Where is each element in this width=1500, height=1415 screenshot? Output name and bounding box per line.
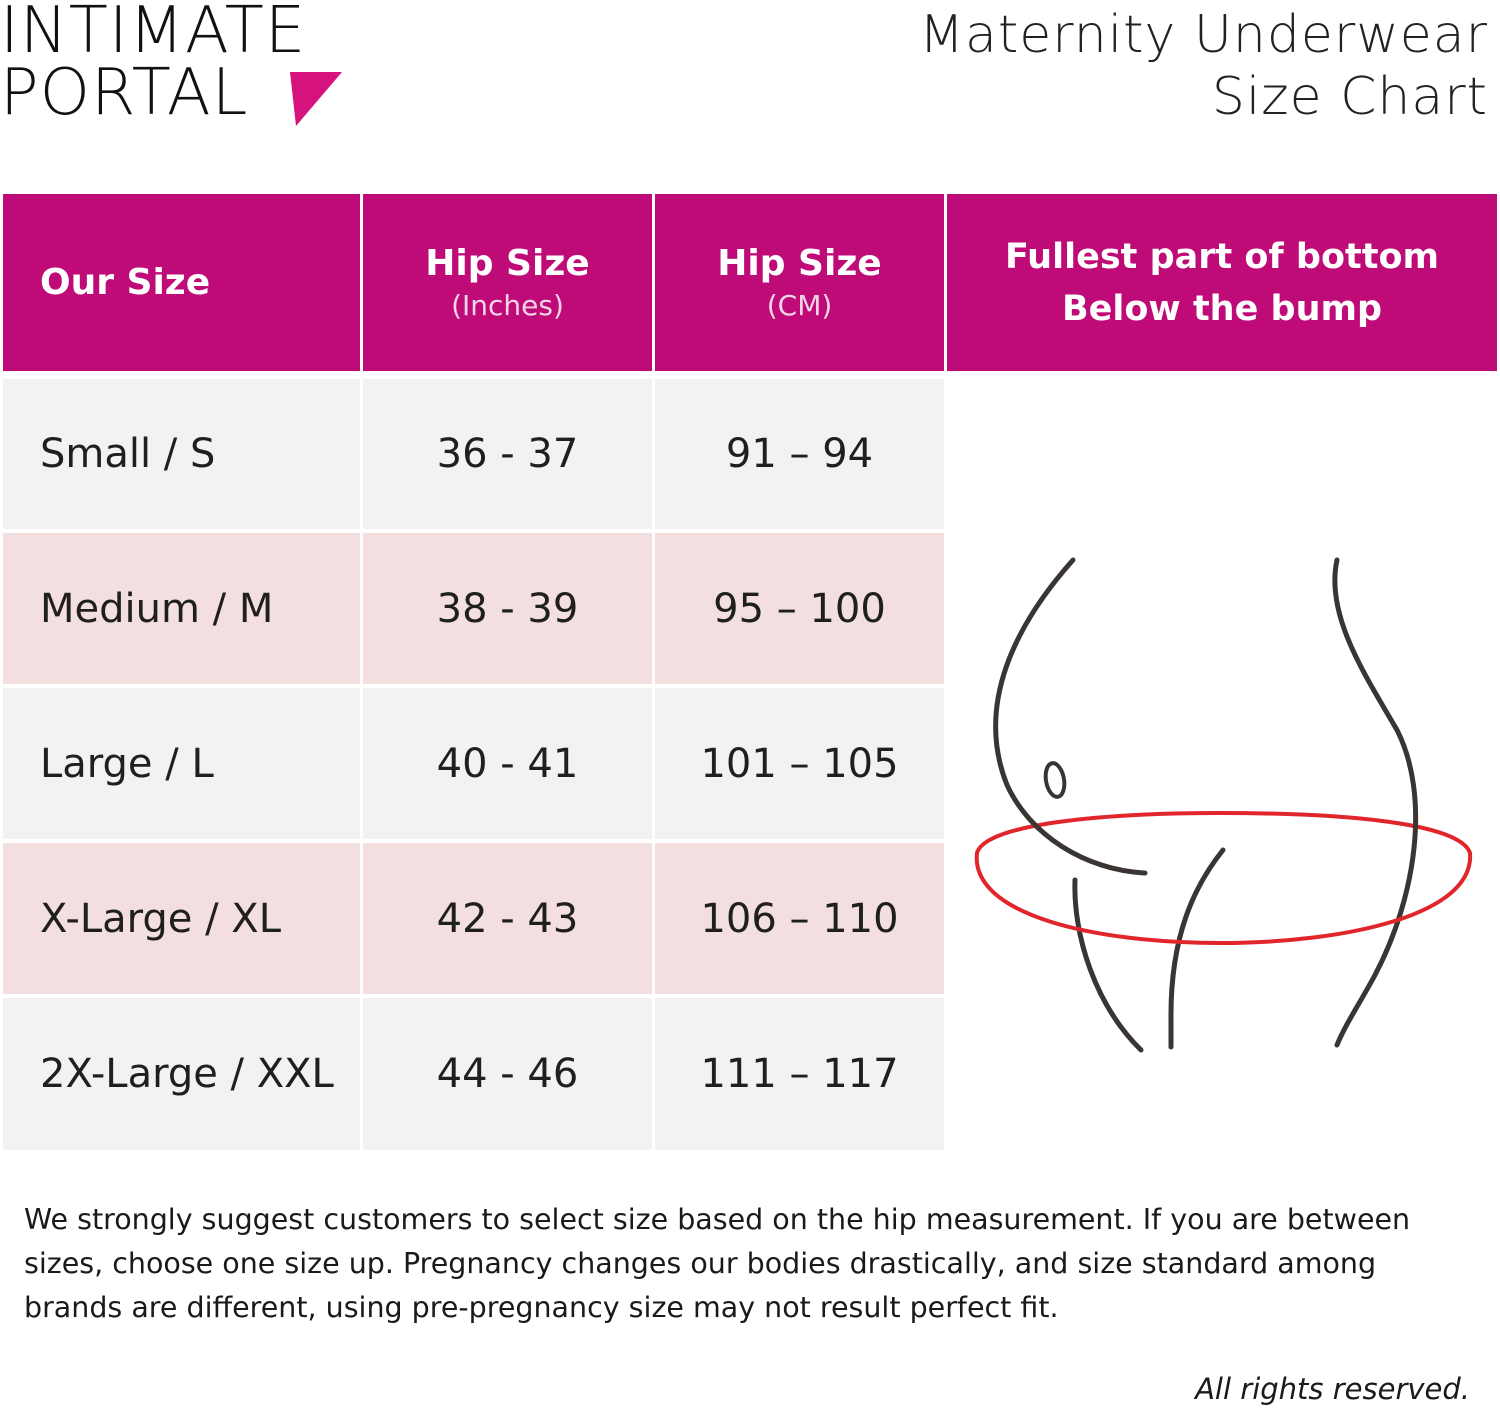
inches-cell: 40 - 41 bbox=[363, 688, 652, 839]
inches-cell: 36 - 37 bbox=[363, 379, 652, 529]
size-cell: X-Large / XL bbox=[3, 843, 360, 994]
inches-cell: 42 - 43 bbox=[363, 843, 652, 994]
brand-triangle-icon bbox=[290, 72, 342, 126]
title-line-2: Size Chart bbox=[1211, 67, 1488, 127]
brand-logo: INTIMATE PORTAL bbox=[0, 0, 342, 130]
brand-line-2: PORTAL bbox=[0, 56, 249, 130]
header-label-line-2: Below the bump bbox=[1061, 288, 1383, 329]
size-cell: Small / S bbox=[3, 379, 360, 529]
cm-cell: 101 – 105 bbox=[655, 688, 944, 839]
rights-reserved: All rights reserved. bbox=[1195, 1372, 1470, 1406]
brand-line-1: INTIMATE bbox=[0, 0, 307, 68]
header-label: Hip Size bbox=[717, 242, 882, 284]
header-label: Hip Size bbox=[425, 242, 590, 284]
size-table: Our Size Hip Size (Inches) Hip Size (CM)… bbox=[3, 194, 1497, 1150]
cm-cell: 111 – 117 bbox=[655, 998, 944, 1150]
header-sublabel: (CM) bbox=[766, 288, 833, 322]
header-hip-cm: Hip Size (CM) bbox=[655, 194, 944, 371]
header-sublabel: (Inches) bbox=[451, 288, 564, 322]
page-title: Maternity Underwear Size Chart bbox=[919, 4, 1488, 128]
header-label: Our Size bbox=[40, 261, 211, 303]
header-hip-inches: Hip Size (Inches) bbox=[363, 194, 652, 371]
header-label: Fullest part of bottom bbox=[1005, 236, 1439, 277]
header-our-size: Our Size bbox=[3, 194, 360, 371]
cm-cell: 106 – 110 bbox=[655, 843, 944, 994]
inches-cell: 44 - 46 bbox=[363, 998, 652, 1150]
size-cell: Medium / M bbox=[3, 533, 360, 684]
size-cell: Large / L bbox=[3, 688, 360, 839]
header-fullest-part: Fullest part of bottom Below the bump bbox=[947, 194, 1497, 371]
size-cell: 2X-Large / XXL bbox=[3, 998, 360, 1150]
inches-cell: 38 - 39 bbox=[363, 533, 652, 684]
sizing-note: We strongly suggest customers to select … bbox=[24, 1203, 1411, 1324]
body-silhouette-icon bbox=[974, 557, 1473, 1053]
cm-cell: 95 – 100 bbox=[655, 533, 944, 684]
title-line-1: Maternity Underwear bbox=[919, 5, 1488, 65]
cm-cell: 91 – 94 bbox=[655, 379, 944, 529]
